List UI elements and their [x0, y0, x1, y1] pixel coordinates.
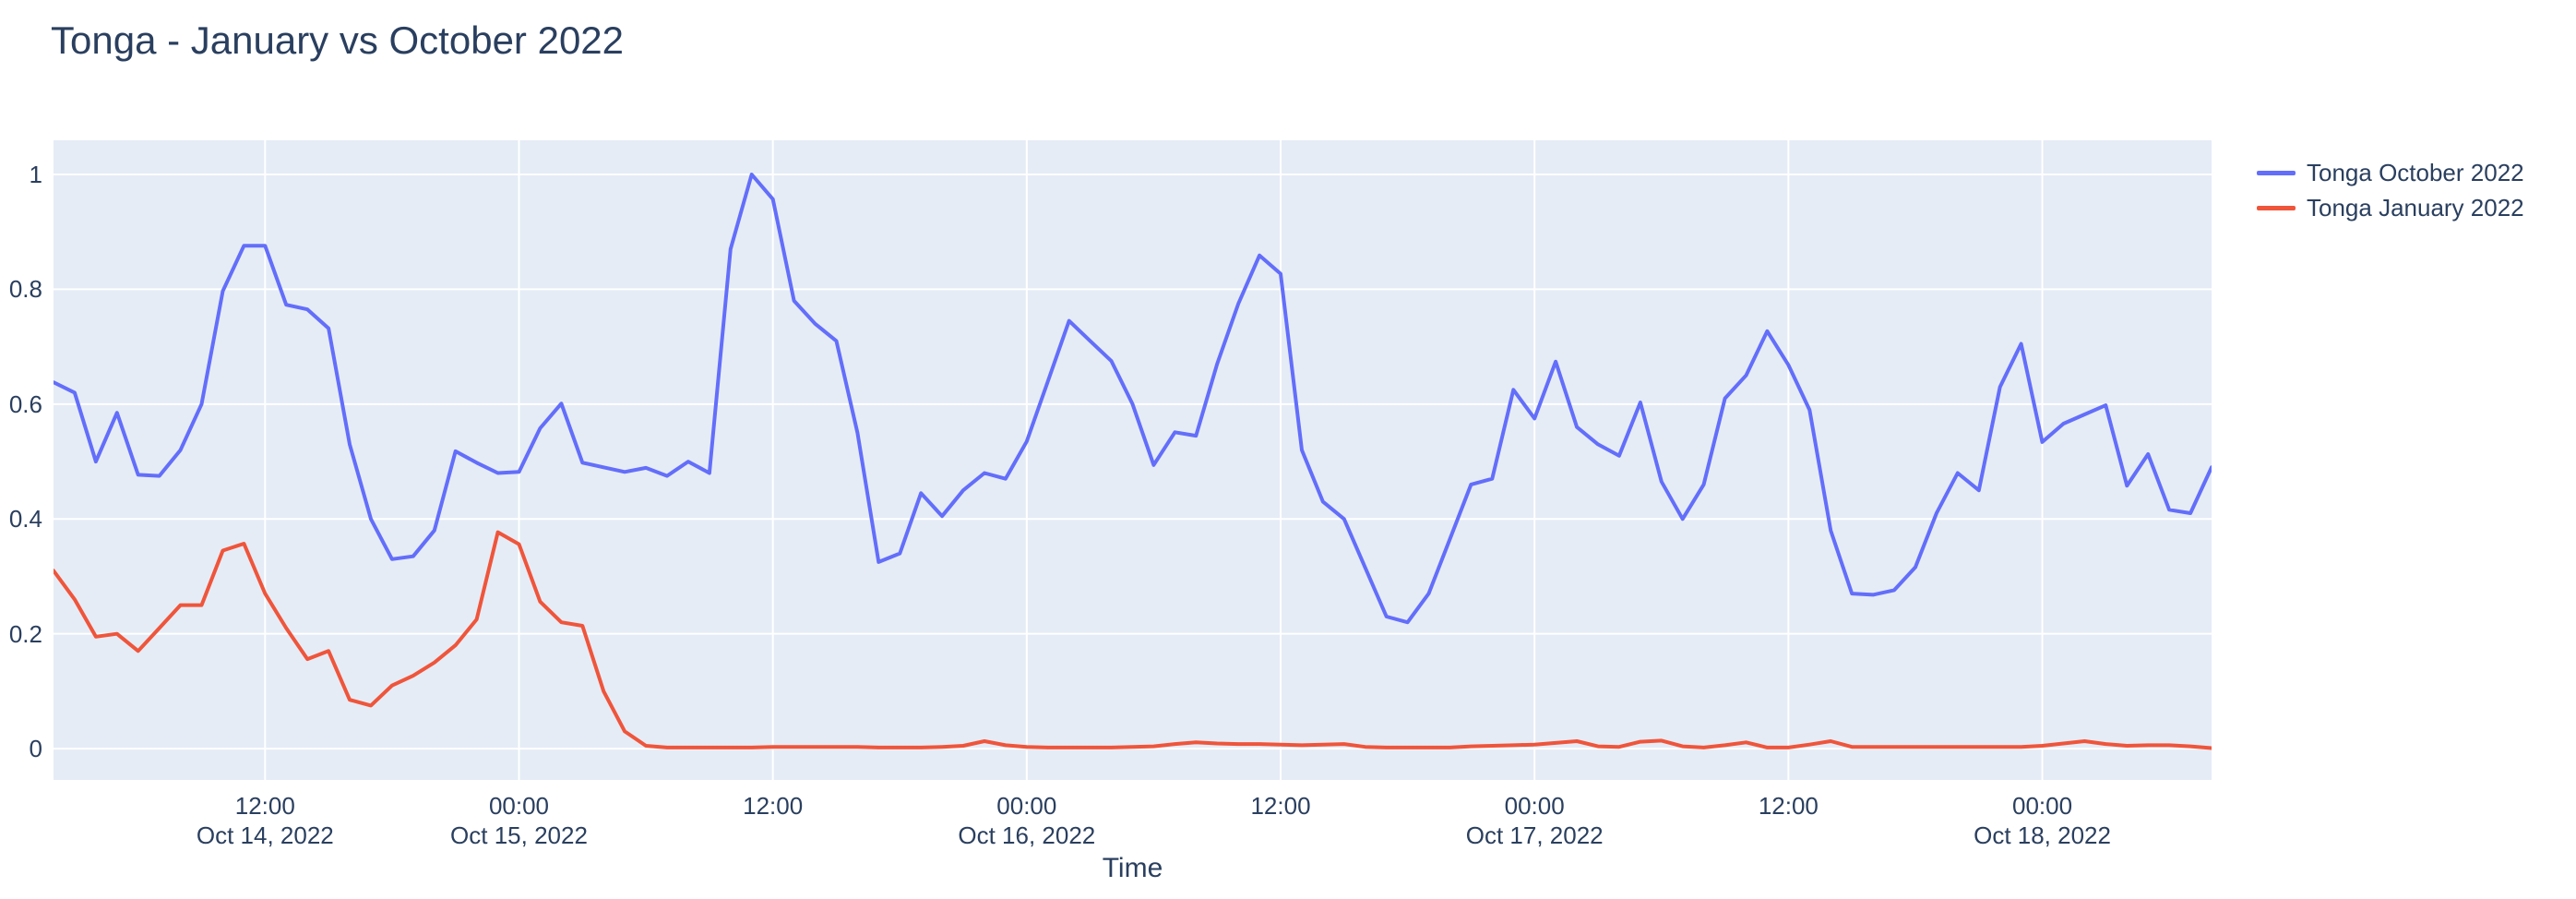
legend-swatch — [2257, 205, 2296, 210]
y-tick-label: 0 — [29, 735, 42, 763]
x-tick-label: 00:00 — [2012, 792, 2073, 820]
x-tick-date: Oct 14, 2022 — [196, 821, 334, 849]
x-tick-label: 00:00 — [488, 792, 550, 820]
plot-area[interactable] — [54, 140, 2212, 780]
y-tick-label: 0.4 — [8, 505, 42, 533]
x-tick-label: 12:00 — [743, 792, 804, 820]
chart-title: Tonga - January vs October 2022 — [51, 18, 625, 62]
x-tick-date: Oct 18, 2022 — [1974, 821, 2111, 849]
x-axis-title: Time — [1102, 853, 1163, 883]
series-line-tonga-october-2022 — [54, 173, 2212, 625]
legend-label: Tonga January 2022 — [2307, 193, 2524, 222]
y-tick-label: 0.8 — [8, 275, 42, 304]
x-tick-label: 00:00 — [996, 792, 1057, 820]
chart-canvas — [54, 140, 2212, 780]
series-line-tonga-january-2022 — [54, 530, 2212, 750]
x-tick-label: 12:00 — [234, 792, 295, 820]
x-tick-date: Oct 16, 2022 — [958, 821, 1096, 849]
legend: Tonga October 2022 Tonga January 2022 — [2257, 155, 2524, 225]
y-tick-label: 0.2 — [8, 619, 42, 648]
legend-item-tonga-january-2022[interactable]: Tonga January 2022 — [2257, 190, 2524, 225]
y-tick-label: 1 — [29, 161, 42, 188]
x-tick-label: 00:00 — [1504, 792, 1565, 820]
y-tick-label: 0.6 — [8, 390, 42, 418]
x-tick-date: Oct 17, 2022 — [1465, 821, 1604, 849]
x-tick-label: 12:00 — [1758, 792, 1819, 820]
legend-swatch — [2257, 170, 2296, 175]
x-tick-date: Oct 15, 2022 — [450, 821, 588, 849]
x-tick-label: 12:00 — [1250, 792, 1311, 820]
legend-label: Tonga October 2022 — [2307, 158, 2524, 186]
legend-item-tonga-october-2022[interactable]: Tonga October 2022 — [2257, 155, 2524, 190]
